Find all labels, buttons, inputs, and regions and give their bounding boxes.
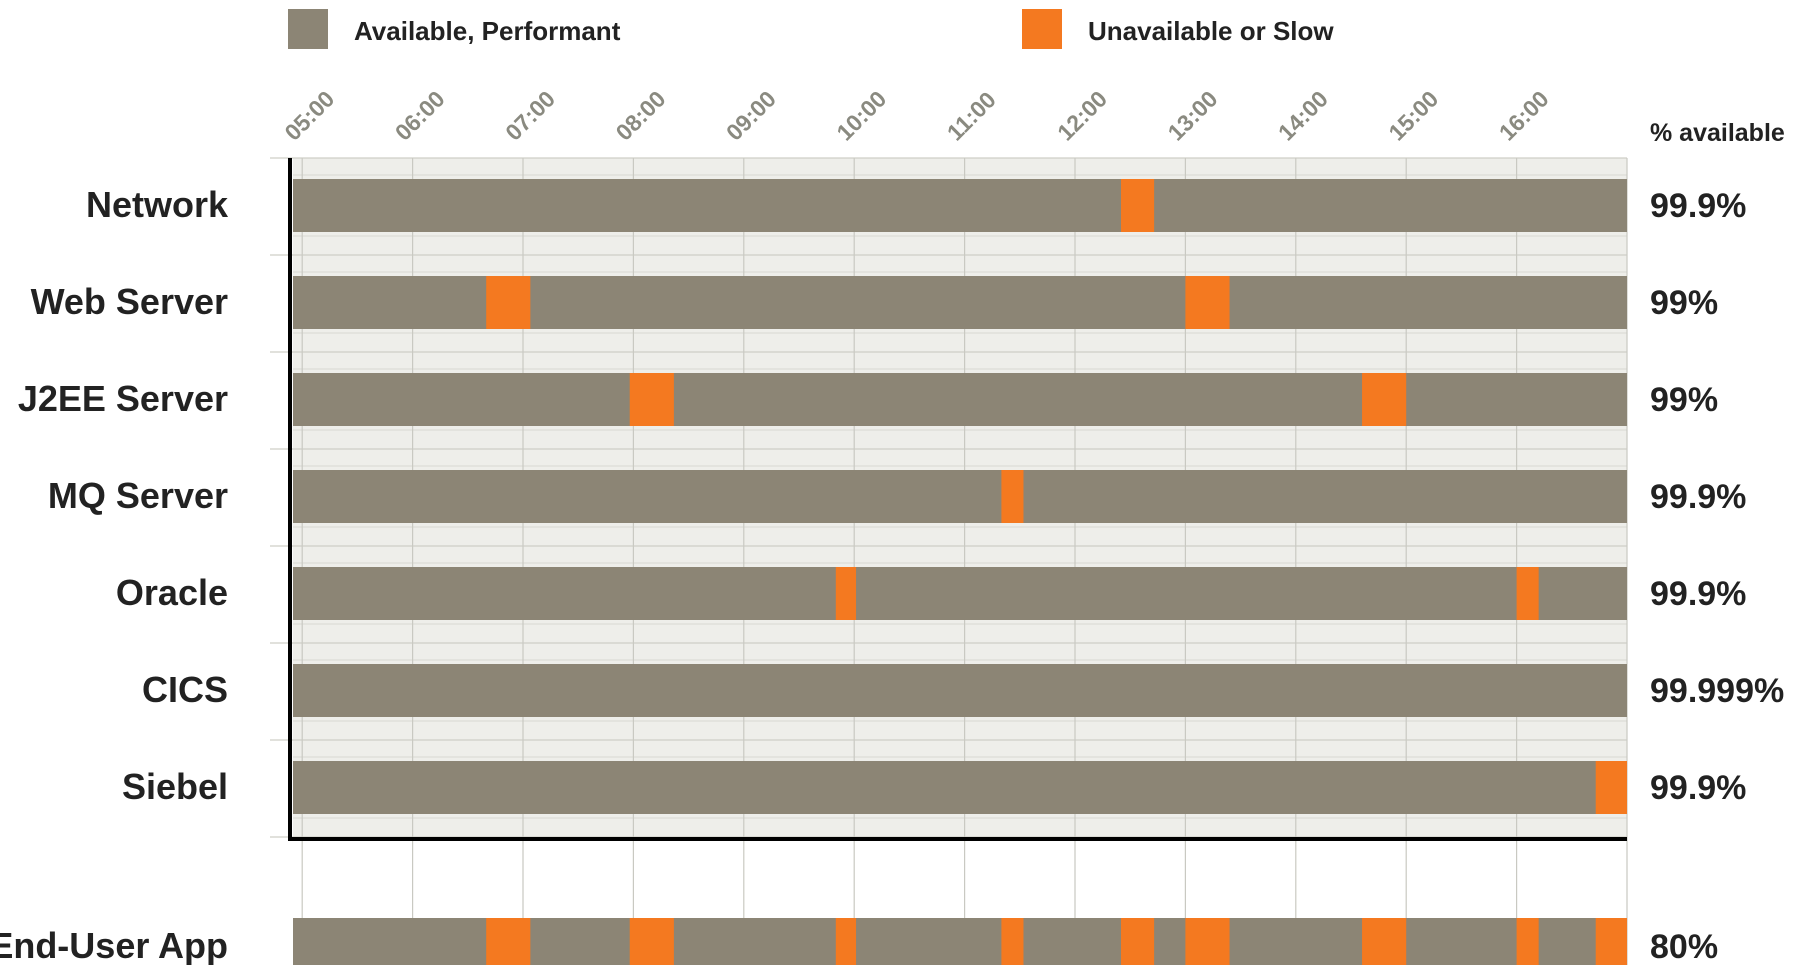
legend-swatch-2 (1022, 9, 1062, 49)
available-bar (293, 567, 1627, 620)
legend-label-2: Unavailable or Slow (1088, 16, 1334, 46)
row-label: J2EE Server (18, 378, 228, 419)
outage-segment (1121, 179, 1155, 232)
available-bar (293, 470, 1627, 523)
row-pct: 99.9% (1650, 187, 1746, 225)
summary-outage-segment (1516, 918, 1539, 965)
outage-segment (1001, 470, 1024, 523)
row-pct: 99.999% (1650, 672, 1784, 710)
row-label: CICS (142, 669, 228, 710)
outage-segment (1595, 761, 1627, 814)
row-pct: 99.9% (1650, 769, 1746, 807)
x-tick-label: 10:00 (831, 86, 891, 146)
available-bar (293, 664, 1627, 717)
x-tick-label: 13:00 (1163, 86, 1223, 146)
outage-segment (1362, 373, 1407, 426)
outage-segment (1516, 567, 1539, 620)
x-tick-label: 09:00 (721, 86, 781, 146)
row-pct: 99.9% (1650, 575, 1746, 613)
summary-outage-segment (1001, 918, 1024, 965)
outage-segment (486, 276, 531, 329)
outage-segment (1185, 276, 1230, 329)
summary-outage-segment (629, 918, 674, 965)
x-tick-label: 14:00 (1273, 86, 1333, 146)
x-tick-label: 08:00 (611, 86, 671, 146)
outage-segment (835, 567, 857, 620)
row-pct: 99% (1650, 284, 1718, 322)
available-bar (293, 179, 1627, 232)
row-pct: 99.9% (1650, 478, 1746, 516)
summary-outage-segment (835, 918, 857, 965)
x-tick-label: 11:00 (942, 86, 1001, 145)
outage-segment (629, 373, 674, 426)
legend: Available, Performant Unavailable or Slow (288, 9, 1334, 49)
summary-label: End-User App (0, 925, 228, 965)
x-tick-label: 07:00 (500, 86, 560, 146)
x-tick-label: 16:00 (1494, 86, 1554, 146)
pct-header: % available (1650, 119, 1785, 147)
summary-outage-segment (1121, 918, 1155, 965)
available-bar (293, 373, 1627, 426)
legend-label-1: Available, Performant (354, 16, 621, 46)
x-tick-label: 15:00 (1383, 86, 1443, 146)
row-label: Siebel (122, 766, 228, 807)
summary-outage-segment (1185, 918, 1230, 965)
summary-outage-segment (1595, 918, 1627, 965)
summary-pct: 80% (1650, 928, 1718, 965)
summary-outage-segment (1362, 918, 1407, 965)
row-label: Oracle (116, 572, 228, 613)
row-pct: 99% (1650, 381, 1718, 419)
row-label: Web Server (31, 281, 228, 322)
row-label: MQ Server (48, 475, 228, 516)
summary-outage-segment (486, 918, 531, 965)
row-label: Network (86, 184, 229, 225)
chart-bars (293, 179, 1627, 965)
available-bar (293, 761, 1627, 814)
x-tick-label: 12:00 (1052, 86, 1112, 146)
x-tick-label: 05:00 (279, 86, 339, 146)
x-tick-label: 06:00 (390, 86, 450, 146)
legend-swatch-1 (288, 9, 328, 49)
